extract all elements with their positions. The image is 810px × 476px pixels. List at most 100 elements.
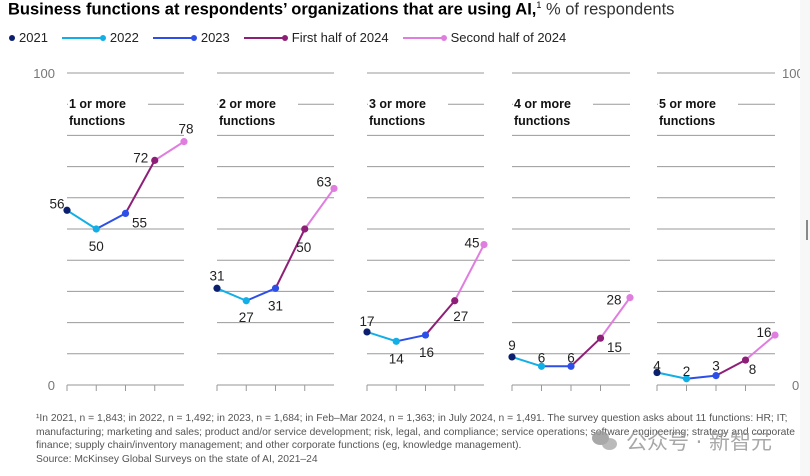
chart-area: 100 0 100 0 1 or more functions 56 50 55 72 78 2 or…	[33, 66, 804, 393]
data-label: 6	[567, 350, 575, 365]
data-label: 3	[712, 359, 720, 374]
y-tick-label-right-100: 100	[782, 66, 804, 81]
line-segment-2023	[95, 212, 126, 230]
data-point	[180, 138, 188, 146]
line-segment-2022	[216, 287, 247, 302]
data-label: 28	[606, 293, 621, 308]
data-point	[596, 334, 605, 342]
data-label: 78	[178, 122, 193, 137]
legend: 2021 2022 2023 First half of 2024 Second hal…	[8, 30, 580, 45]
line-segment-second-half-of-2024	[453, 244, 485, 302]
data-point	[451, 297, 459, 305]
data-point	[771, 331, 779, 339]
data-point	[301, 225, 309, 233]
line-segment-second-half-of-2024	[303, 187, 335, 230]
panel-label-bg	[368, 91, 448, 122]
data-point	[682, 375, 691, 383]
data-label: 14	[389, 351, 405, 366]
panel-label-line2: functions	[69, 114, 125, 128]
watermark: 公众号 · 新智元	[592, 426, 772, 456]
data-label: 9	[508, 338, 516, 353]
panel-label-line2: functions	[219, 114, 275, 128]
panel-4: 4 or more functions 9 6 6 15 28	[508, 72, 634, 391]
data-point	[392, 337, 400, 345]
legend-swatch	[61, 33, 106, 43]
panel-5: 5 or more functions 4 2 3 8 16	[653, 72, 779, 391]
panel-2: 2 or more functions 31 27 31 50 63	[209, 72, 338, 391]
line-segment-first-half-of-2024	[124, 159, 156, 214]
data-label: 16	[756, 325, 771, 340]
line-segment-second-half-of-2024	[599, 297, 631, 339]
data-label: 50	[89, 239, 104, 254]
panel-label-line2: functions	[659, 114, 715, 128]
data-point	[63, 206, 71, 214]
watermark-text: 公众号 · 新智元	[626, 430, 773, 454]
line-segment-first-half-of-2024	[570, 337, 602, 368]
panel-label-line2: functions	[369, 114, 425, 128]
data-label: 27	[239, 310, 254, 325]
panel-label-line1: 4 or more	[514, 97, 571, 111]
data-point	[363, 328, 371, 336]
legend-label: 2021	[19, 30, 48, 45]
line-segment-second-half-of-2024	[154, 140, 185, 162]
data-label: 50	[296, 240, 311, 255]
data-point	[151, 156, 159, 164]
y-tick-label-left-0: 0	[48, 378, 55, 393]
data-point	[712, 372, 720, 380]
chart-title-unit: % of respondents	[541, 0, 675, 19]
data-label: 45	[464, 236, 479, 251]
data-point	[480, 241, 488, 249]
panel-label-bg	[658, 91, 738, 122]
data-point	[121, 209, 130, 217]
data-label: 72	[133, 150, 148, 165]
scrollbar[interactable]	[800, 0, 810, 476]
legend-label: 2023	[200, 30, 230, 45]
data-point	[508, 353, 516, 361]
data-label: 31	[209, 268, 224, 283]
line-segment-2023	[396, 334, 426, 343]
wechat-icon	[592, 431, 618, 451]
data-point	[271, 284, 280, 292]
legend-item-3: First half of 2024	[243, 30, 389, 45]
line-segment-2022	[656, 371, 687, 380]
panel-label-line1: 5 or more	[659, 97, 716, 111]
panel-label-line1: 2 or more	[219, 97, 276, 111]
line-segment-first-half-of-2024	[715, 359, 746, 377]
data-label: 6	[538, 350, 546, 365]
panel-1: 1 or more functions 56 50 55 72 78	[49, 72, 194, 391]
data-label: 2	[683, 364, 691, 379]
data-point	[626, 294, 634, 302]
legend-swatch	[8, 33, 15, 43]
line-segment-2022	[66, 209, 97, 230]
data-point	[537, 362, 546, 370]
legend-label: Second half of 2024	[450, 30, 567, 45]
data-label: 8	[749, 362, 757, 377]
data-label: 27	[453, 309, 468, 324]
data-label: 4	[653, 359, 661, 374]
data-point	[741, 356, 750, 364]
source-text: Source: McKinsey Global Surveys on the s…	[36, 453, 318, 465]
legend-swatch	[243, 33, 288, 43]
data-label: 55	[132, 215, 147, 230]
line-segment-first-half-of-2024	[274, 228, 306, 289]
data-point	[92, 225, 100, 233]
panel-label-line1: 3 or more	[369, 97, 426, 111]
y-tick-label-right-0: 0	[792, 378, 799, 393]
legend-item-4: Second half of 2024	[402, 30, 567, 45]
panel-label-bg	[218, 91, 298, 122]
data-point	[242, 297, 250, 305]
panel-label-bg	[513, 91, 593, 122]
legend-swatch	[402, 33, 447, 43]
data-point	[653, 368, 661, 377]
chart-title-main: Business functions at respondents’ organ…	[8, 0, 537, 19]
line-segment-second-half-of-2024	[744, 334, 776, 361]
legend-label: First half of 2024	[291, 30, 389, 45]
line-segment-2022	[511, 355, 542, 368]
data-point	[567, 362, 575, 370]
data-label: 31	[268, 298, 283, 313]
line-segment-2023	[245, 287, 276, 302]
line-segment-2022	[366, 331, 397, 343]
scrollbar-thumb[interactable]	[806, 220, 808, 240]
data-point	[213, 284, 221, 292]
footnote: ¹In 2021, n = 1,843; in 2022, n = 1,492;…	[36, 412, 796, 466]
